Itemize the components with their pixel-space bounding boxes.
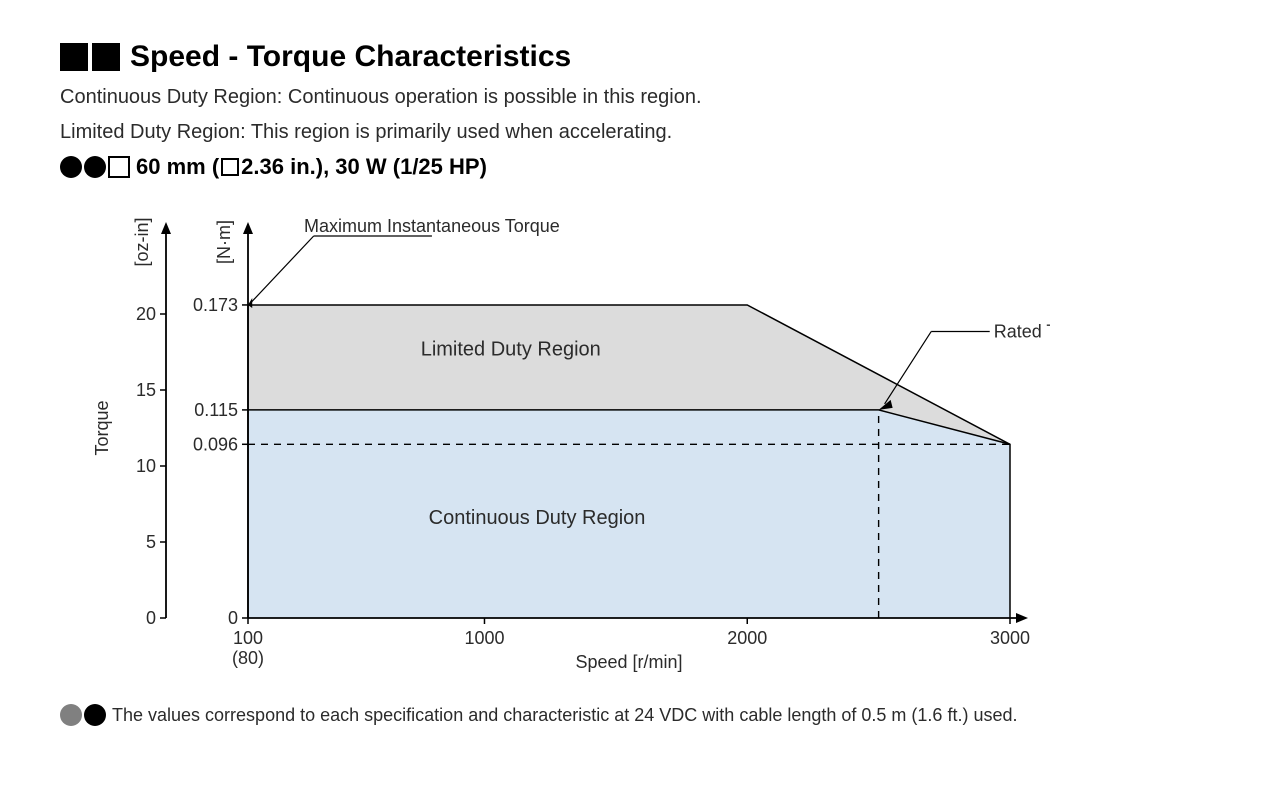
callout-line [251, 236, 314, 303]
y-unit-nm: [N·m] [214, 220, 234, 264]
y-tick-ozin: 5 [146, 532, 156, 552]
y-tick-nm: 0.115 [194, 400, 238, 420]
footnote-row: The values correspond to each specificat… [60, 704, 1220, 726]
axis-arrow-icon [161, 222, 171, 234]
limited-region-label: Limited Duty Region [421, 339, 601, 361]
bullet-circle-solid-icon [60, 156, 82, 178]
section-title-row: Speed - Torque Characteristics [60, 40, 1220, 74]
y-tick-nm: 0.173 [193, 295, 238, 315]
y-tick-ozin: 20 [136, 304, 156, 324]
description-line-1: Continuous Duty Region: Continuous opera… [60, 84, 1220, 111]
axis-arrow-icon [243, 222, 253, 234]
x-tick: 1000 [464, 628, 504, 648]
x-tick: 100 [233, 628, 263, 648]
bullet-circle-gray-icon [60, 704, 82, 726]
y-tick-ozin: 15 [136, 380, 156, 400]
y-tick-ozin: 10 [136, 456, 156, 476]
y-axis-label: Torque [92, 400, 112, 455]
x-axis-label: Speed [r/min] [575, 652, 682, 672]
footnote-text: The values correspond to each specificat… [112, 705, 1017, 726]
bullet-circle-solid-icon [84, 156, 106, 178]
y-tick-nm: 0.096 [193, 434, 238, 454]
y-unit-ozin: [oz-in] [132, 217, 152, 266]
black-square-icon [60, 43, 88, 71]
continuous-region-label: Continuous Duty Region [429, 507, 646, 529]
square-outline-icon [108, 156, 130, 178]
speed-torque-chart: [N·m] 0 0.096 0.115 0.173 [oz-in] 0 5 10 15 20 Torq… [70, 198, 1050, 688]
black-square-icon [92, 43, 120, 71]
square-outline-icon [221, 158, 239, 176]
spec-label: 60 mm (2.36 in.), 30 W (1/25 HP) [136, 154, 487, 180]
rated-torque-label: Rated Torque [994, 322, 1050, 342]
description-line-2: Limited Duty Region: This region is prim… [60, 119, 1220, 146]
x-tick: 3000 [990, 628, 1030, 648]
y-tick-nm: 0 [228, 608, 238, 628]
axis-arrow-icon [1016, 613, 1028, 623]
x-tick: 2000 [727, 628, 767, 648]
max-instant-torque-label: Maximum Instantaneous Torque [304, 216, 560, 236]
title-bullet-squares [60, 43, 120, 71]
section-title: Speed - Torque Characteristics [130, 40, 571, 74]
x-tick-secondary: (80) [232, 648, 264, 668]
bullet-circle-solid-icon [84, 704, 106, 726]
spec-row: 60 mm (2.36 in.), 30 W (1/25 HP) [60, 154, 1220, 180]
y-tick-ozin: 0 [146, 608, 156, 628]
